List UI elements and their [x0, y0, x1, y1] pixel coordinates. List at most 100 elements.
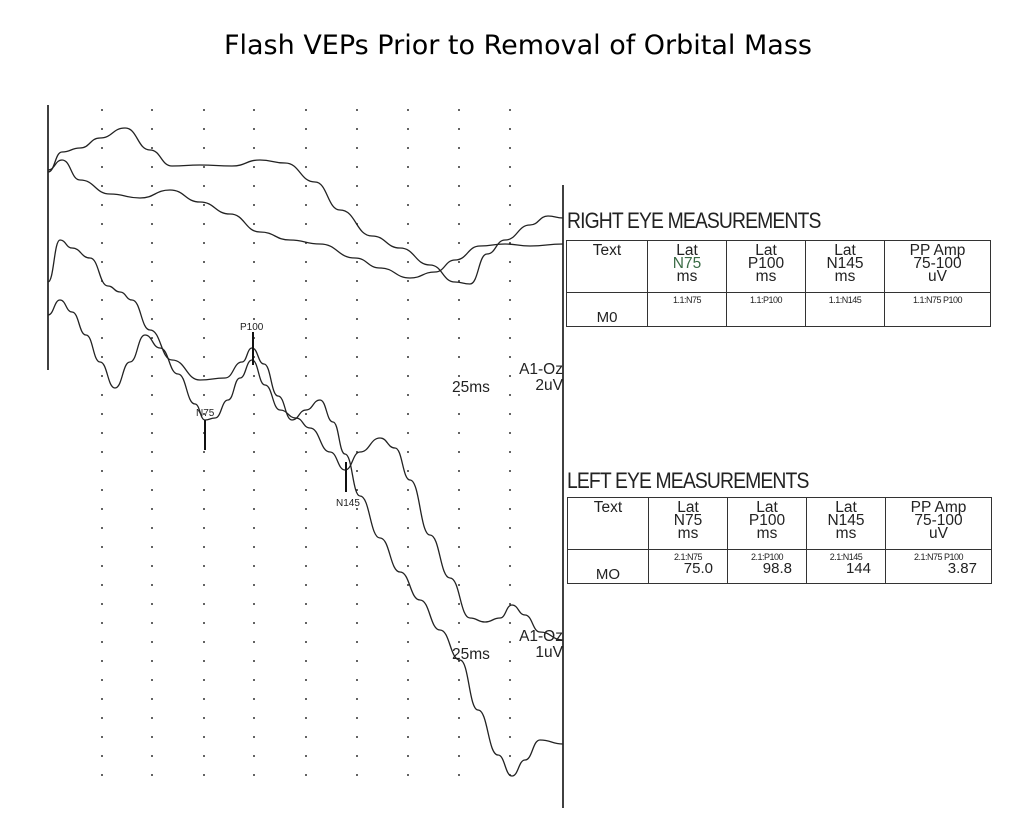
right-header-p100: Lat P100 ms — [726, 240, 806, 293]
grid-dot — [151, 394, 153, 396]
grid-dot — [407, 166, 409, 168]
grid-dot — [458, 432, 460, 434]
grid-dot — [305, 489, 307, 491]
grid-dot — [203, 299, 205, 301]
grid-dot — [253, 470, 255, 472]
grid-dot — [101, 584, 103, 586]
grid-dot — [509, 546, 511, 548]
header-line: Lat — [755, 242, 777, 259]
grid-dot — [356, 356, 358, 358]
grid-dot — [305, 660, 307, 662]
grid-dot — [253, 185, 255, 187]
grid-dot — [407, 546, 409, 548]
grid-dot — [151, 413, 153, 415]
grid-dot — [203, 698, 205, 700]
grid-dot — [101, 356, 103, 358]
grid-dot — [356, 280, 358, 282]
grid-dot — [407, 660, 409, 662]
grid-dot — [151, 736, 153, 738]
traces — [47, 127, 564, 777]
grid-dots — [101, 109, 511, 776]
peak-label-n75: N75 — [196, 408, 215, 419]
header-line: ms — [676, 268, 698, 285]
grid-dot — [356, 413, 358, 415]
header-line: ms — [677, 525, 699, 542]
grid-dot — [356, 660, 358, 662]
grid-dot — [101, 736, 103, 738]
header-line: Lat — [677, 499, 699, 516]
grid-dot — [458, 489, 460, 491]
grid-dot — [253, 755, 255, 757]
grid-dot — [151, 451, 153, 453]
grid-dot — [458, 337, 460, 339]
grid-dot — [203, 128, 205, 130]
grid-dot — [458, 641, 460, 643]
grid-dot — [509, 565, 511, 567]
grid-dot — [305, 128, 307, 130]
grid-dot — [407, 109, 409, 111]
grid-dot — [407, 470, 409, 472]
grid-dot — [151, 546, 153, 548]
grid-dot — [253, 432, 255, 434]
peak-markers: P100 N75 N145 — [196, 322, 360, 509]
grid-dot — [101, 717, 103, 719]
grid-dot — [151, 660, 153, 662]
grid-dot — [203, 413, 205, 415]
grid-dot — [203, 185, 205, 187]
grid-dot — [305, 147, 307, 149]
grid-dot — [509, 261, 511, 263]
grid-dot — [253, 546, 255, 548]
grid-dot — [151, 679, 153, 681]
grid-dot — [151, 603, 153, 605]
grid-dot — [509, 622, 511, 624]
cell-sub: 2.1:P100 — [750, 552, 784, 562]
grid-dot — [203, 736, 205, 738]
cell-sub: 2.1:N75 — [673, 552, 703, 562]
grid-dot — [253, 641, 255, 643]
grid-dot — [407, 413, 409, 415]
grid-dot — [407, 603, 409, 605]
grid-dot — [407, 679, 409, 681]
grid-dot — [151, 261, 153, 263]
right-cell-p100: 1.1:P100 — [726, 292, 806, 327]
top-channel-label: A1-Oz — [519, 361, 563, 378]
grid-dot — [509, 109, 511, 111]
grid-dot — [458, 413, 460, 415]
grid-dot — [203, 375, 205, 377]
grid-dot — [101, 660, 103, 662]
right-header-ppamp: PP Amp 75-100 uV — [884, 240, 991, 293]
grid-dot — [203, 755, 205, 757]
grid-dot — [407, 508, 409, 510]
grid-dot — [356, 527, 358, 529]
grid-dot — [458, 261, 460, 263]
grid-dot — [151, 432, 153, 434]
header-line: Text — [592, 242, 622, 259]
right-header-n145: Lat N145 ms — [805, 240, 885, 293]
header-line: ms — [834, 268, 856, 285]
grid-dot — [407, 223, 409, 225]
grid-dot — [253, 299, 255, 301]
grid-dot — [356, 736, 358, 738]
grid-dot — [305, 546, 307, 548]
header-line: P100 — [748, 512, 786, 529]
grid-dot — [253, 489, 255, 491]
grid-dot — [407, 185, 409, 187]
header-line: 75-100 — [914, 512, 963, 529]
header-line: Lat — [835, 499, 857, 516]
grid-dot — [458, 717, 460, 719]
bottom-channel-label: A1-Oz — [519, 628, 563, 645]
header-line: PP Amp — [909, 242, 966, 259]
grid-dot — [305, 280, 307, 282]
grid-dot — [151, 717, 153, 719]
grid-dot — [407, 147, 409, 149]
grid-dot — [509, 375, 511, 377]
grid-dot — [305, 166, 307, 168]
grid-dot — [101, 622, 103, 624]
grid-dot — [509, 128, 511, 130]
grid-dot — [458, 318, 460, 320]
grid-dot — [203, 109, 205, 111]
header-line: Lat — [676, 242, 698, 259]
grid-dot — [101, 337, 103, 339]
grid-dot — [356, 508, 358, 510]
grid-dot — [305, 394, 307, 396]
